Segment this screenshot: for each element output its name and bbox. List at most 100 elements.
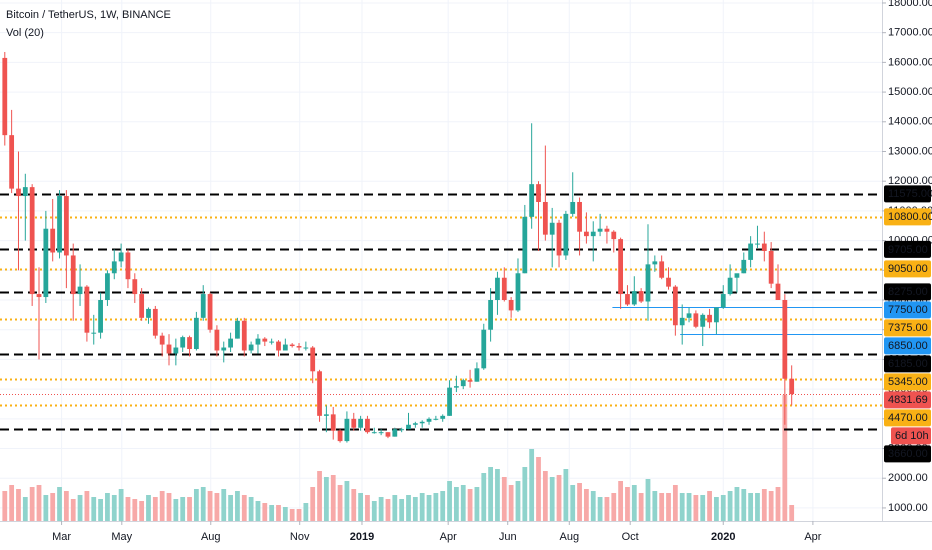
candle-body (563, 213, 569, 256)
volume-bar (351, 489, 357, 521)
level-tag (884, 319, 931, 337)
volume-bar (433, 493, 439, 521)
candle-body (303, 347, 309, 349)
level-label: 3660.00 (888, 448, 928, 460)
candle-body (638, 291, 644, 302)
candle-body (118, 252, 124, 262)
candle-body (16, 188, 21, 197)
candle-body (166, 344, 172, 354)
candle-body (125, 252, 131, 280)
candle-body (679, 317, 685, 326)
volume-bar (146, 495, 151, 521)
candle-body (392, 429, 398, 437)
candle-body (495, 277, 500, 301)
volume-bar (125, 497, 131, 521)
candle-body (631, 291, 637, 305)
candle-body (727, 277, 733, 295)
volume-bar (652, 491, 658, 521)
volume-bar (111, 495, 117, 521)
level-tag-layer: 11575.00 10800.00 9705.00 9050.00 8275.00 775… (884, 185, 932, 463)
candle-body (686, 313, 692, 318)
volume-bar (139, 501, 145, 521)
volume-bar (426, 495, 432, 521)
volume-indicator-label: Vol (20) (6, 27, 44, 39)
x-tick-label: Mar (52, 531, 71, 543)
volume-bar (221, 489, 227, 521)
volume-bar (358, 493, 363, 521)
candle-body (235, 320, 240, 339)
volume-bar (755, 493, 760, 521)
volume-bar (447, 481, 452, 521)
candle-body (412, 423, 418, 425)
volume-bar (173, 499, 179, 521)
candle-body (43, 228, 49, 298)
level-tag (884, 355, 931, 373)
volume-bar (289, 509, 295, 521)
volume-bar (132, 499, 138, 521)
level-tag (884, 409, 931, 427)
x-tick-label: May (111, 531, 132, 543)
candle-body (323, 414, 329, 416)
volume-bar (330, 475, 336, 521)
x-tick-label: 2020 (711, 531, 735, 543)
volume-bar (241, 495, 247, 521)
volume-bar (597, 497, 603, 521)
y-tick-label: 15000.00 (888, 86, 932, 98)
candle-body (139, 294, 145, 318)
volume-bar (269, 505, 275, 521)
candle-body (77, 286, 83, 295)
candle-body (146, 308, 151, 318)
volume-bar (645, 479, 651, 521)
candle-body (419, 421, 425, 424)
volume-bar (741, 489, 747, 521)
candle-body (652, 261, 658, 265)
chart-title: Bitcoin / TetherUS, 1W, BINANCE (6, 9, 171, 21)
candle-body (556, 222, 562, 256)
candle-body (467, 380, 473, 382)
candle-body (768, 250, 774, 284)
volume-bar (590, 491, 596, 521)
candle-body (276, 341, 281, 351)
y-tick-label: 1000.00 (888, 502, 928, 514)
candle-body (501, 277, 507, 301)
volume-bar (214, 493, 220, 521)
candle-body (91, 332, 97, 334)
candle-body (590, 231, 596, 237)
x-tick-label: Oct (622, 531, 639, 543)
volume-bar (70, 499, 76, 521)
volume-bar (16, 489, 21, 521)
level-layer (0, 193, 882, 431)
level-tag (884, 208, 931, 226)
volume-bar (419, 493, 425, 521)
candle-body (22, 187, 28, 197)
volume-bar (207, 491, 213, 521)
x-tick-label: Aug (201, 531, 221, 543)
volume-bar (392, 495, 398, 521)
candle-body (317, 371, 322, 416)
volume-bar (63, 491, 69, 521)
candle-body (159, 335, 165, 345)
volume-bar (625, 487, 630, 521)
volume-bar (77, 495, 83, 521)
y-tick-label: 12000.00 (888, 175, 932, 187)
candle-body (672, 286, 678, 326)
x-tick-label: Jun (499, 531, 517, 543)
volume-bar (317, 471, 322, 521)
candle-body (63, 196, 69, 256)
volume-bar (337, 485, 343, 521)
candle-body (152, 308, 158, 336)
countdown-label: 6d 10h (895, 430, 929, 442)
volume-bar (584, 489, 589, 521)
level-tag (884, 301, 931, 319)
volume-bar (666, 493, 671, 521)
volume-bar (105, 493, 110, 521)
candle-body (707, 314, 712, 323)
volume-bar (529, 449, 535, 521)
volume-bar (481, 473, 487, 521)
candle-body (57, 196, 62, 253)
candle-body (447, 387, 452, 416)
volume-bar (748, 493, 754, 521)
candle-body (29, 187, 35, 295)
volume-bar (371, 501, 377, 521)
volume-bar (638, 493, 644, 521)
